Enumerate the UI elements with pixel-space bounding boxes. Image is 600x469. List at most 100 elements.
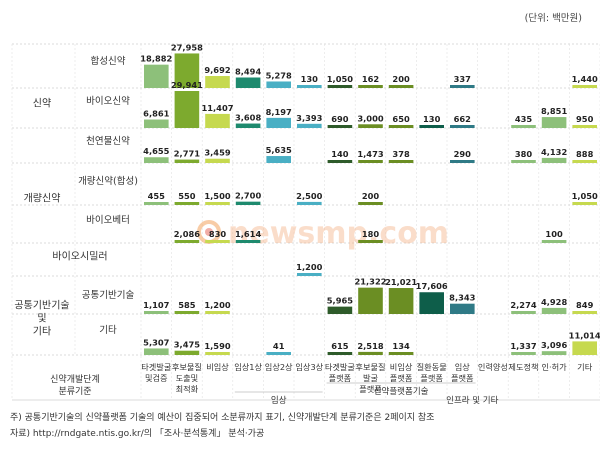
bar-mark [572, 341, 597, 355]
data-label: 585 [178, 300, 196, 310]
column-label: 도출및 [176, 373, 199, 383]
data-label: 130 [301, 74, 319, 84]
data-label: 29,941 [171, 80, 203, 90]
bar-mark [358, 85, 383, 88]
data-label: 2,518 [357, 341, 383, 351]
data-label: 2,274 [510, 300, 536, 310]
data-label: 378 [392, 149, 410, 159]
data-label: 180 [362, 229, 380, 239]
group-label: 바이오시밀러 [52, 251, 107, 263]
column-label: 인·허가 [541, 362, 567, 372]
bar-mark [388, 352, 414, 355]
column-label: 비임상 [390, 362, 413, 372]
bar-mark [327, 160, 353, 163]
column-label: 임상 [455, 362, 471, 372]
bar-mark [327, 352, 353, 355]
bar-mark [144, 64, 169, 88]
bar-mark [235, 201, 261, 205]
bar-mark [205, 352, 230, 355]
bar-mark [174, 311, 200, 314]
data-label: 3,475 [174, 340, 200, 350]
data-label: 21,021 [385, 277, 417, 287]
data-label: 650 [392, 114, 410, 124]
bar-mark [297, 273, 322, 276]
bar-mark [572, 125, 597, 128]
data-label: 8,343 [449, 293, 475, 303]
data-label: 888 [576, 149, 594, 159]
bar-mark [297, 123, 322, 128]
column-label: 플랫폼 [329, 373, 352, 383]
bar-mark [205, 158, 230, 163]
data-label: 27,958 [171, 42, 203, 52]
data-label: 950 [576, 114, 594, 124]
bar-mark [358, 240, 383, 243]
bar-mark [327, 85, 353, 88]
bar-mark [388, 160, 414, 163]
bar-mark [205, 311, 230, 314]
bar-mark [419, 292, 444, 314]
row-label: 합성신약 [91, 55, 126, 67]
bar-mark [541, 351, 567, 355]
bar-mark [174, 53, 200, 88]
data-label: 1,200 [204, 300, 230, 310]
bar-mark [358, 124, 383, 128]
data-label: 3,000 [357, 113, 383, 123]
data-label: 830 [209, 229, 227, 239]
bar-mark [450, 303, 475, 314]
data-label: 1,473 [357, 149, 383, 159]
column-label: 플랫폼 [420, 373, 443, 383]
column-label: 질환동물 [417, 362, 448, 372]
bar-mark [511, 160, 536, 163]
column-label: 임상3상 [295, 362, 323, 372]
row-label: 개량신약(합성) [78, 175, 138, 187]
data-label: 1,107 [143, 300, 169, 310]
bar-mark [205, 202, 230, 205]
bar-mark [358, 202, 383, 205]
data-label: 435 [515, 114, 533, 124]
column-label: 플랫폼 [390, 373, 413, 383]
data-label: 1,200 [296, 262, 322, 272]
bar-mark [266, 81, 291, 88]
bar-mark [297, 85, 322, 88]
data-label: 4,655 [143, 146, 169, 156]
bar-mark [266, 117, 291, 128]
bar-mark [174, 350, 200, 355]
data-label: 615 [331, 341, 349, 351]
data-label: 1,590 [204, 341, 230, 351]
data-label: 380 [515, 149, 533, 159]
bar-mark [419, 125, 444, 128]
bar-mark [358, 351, 383, 355]
column-label: 타겟발굴 [325, 362, 356, 372]
bar-mark [358, 160, 383, 163]
data-label: 8,494 [235, 67, 261, 77]
bar-mark [235, 77, 261, 88]
data-label: 2,500 [296, 191, 322, 201]
data-label: 4,132 [541, 147, 567, 157]
corner-label: 분류기준 [58, 386, 91, 397]
bar-mark [327, 306, 353, 314]
column-label: 임상2상 [265, 362, 293, 372]
bar-mark [297, 201, 322, 205]
bar-mark [144, 348, 169, 355]
column-label: 타겟발굴 [141, 362, 172, 372]
data-label: 8,851 [541, 106, 567, 116]
bar-mark [174, 91, 200, 128]
group-label: 및 [37, 313, 46, 325]
group-label: 공통기반기술 [14, 300, 69, 312]
bar-mark [266, 156, 291, 163]
bar-mark [450, 160, 475, 163]
column-label: 인력양성 [478, 362, 508, 372]
data-label: 140 [331, 149, 349, 159]
data-label: 134 [392, 341, 410, 351]
row-label: 기타 [99, 325, 117, 336]
row-label: 바이오신약 [86, 95, 130, 107]
bar-mark [541, 117, 567, 128]
bar-mark [144, 202, 169, 205]
column-group-label: 신약플랫폼기술 [374, 386, 429, 397]
data-label: 3,393 [296, 113, 322, 123]
bar-mark [174, 240, 200, 243]
data-label: 100 [545, 229, 563, 239]
bar-mark [450, 125, 475, 128]
data-label: 3,608 [235, 113, 261, 123]
bar-mark [511, 311, 536, 314]
